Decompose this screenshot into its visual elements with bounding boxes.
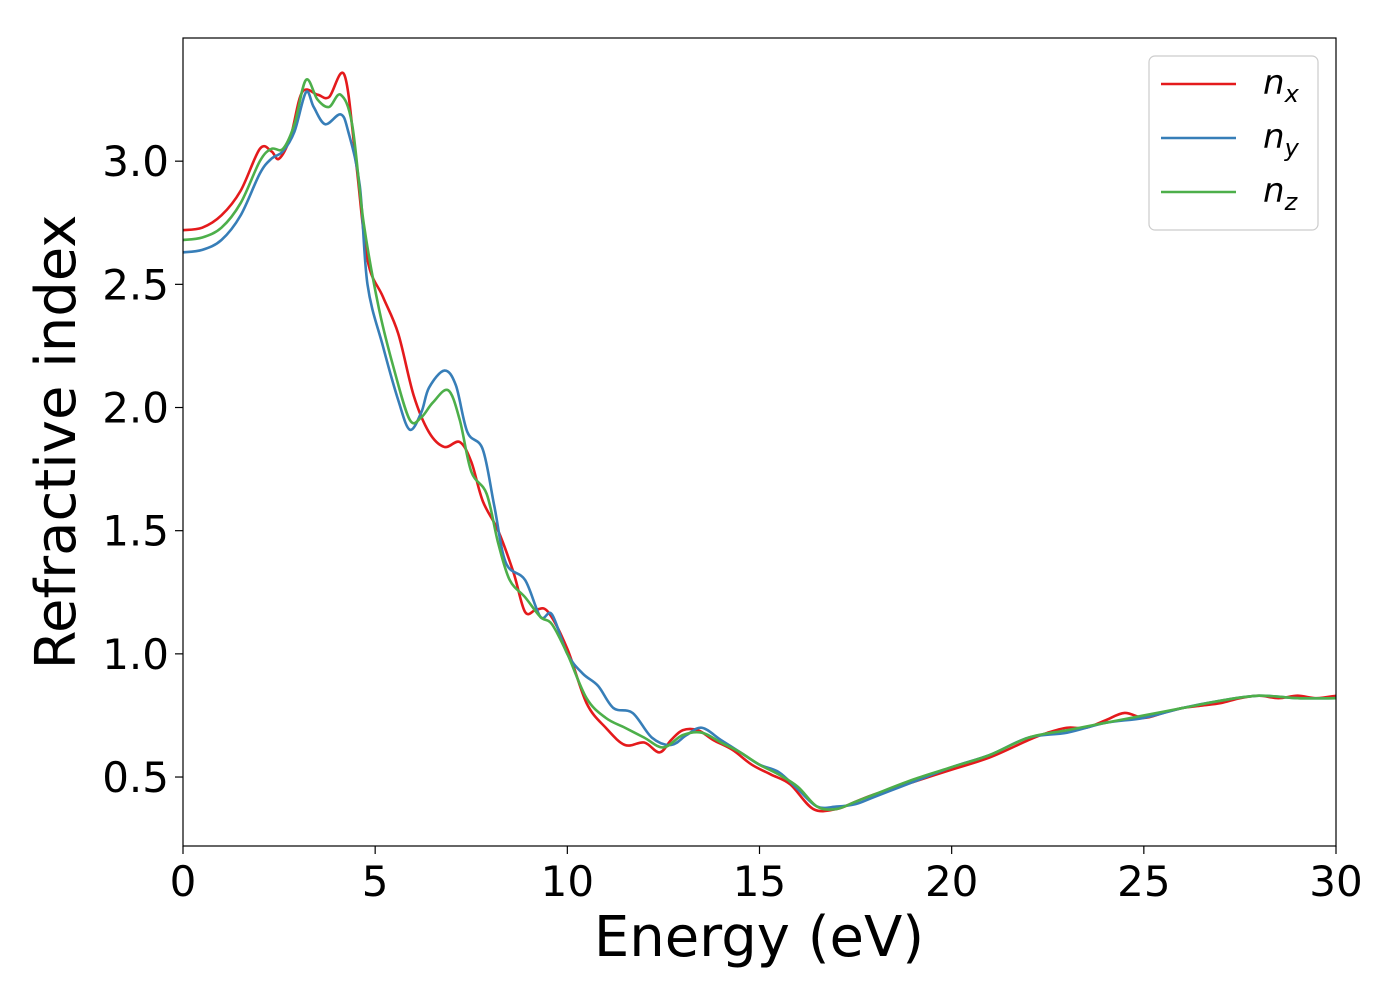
series-line-x [183,71,1336,813]
y-axis-ticks: 0.5 1.0 1.5 2.0 2.5 3.0 [102,137,183,802]
x-tick-label: 15 [733,857,786,906]
legend-label-x: nx [1263,63,1300,108]
y-tick-label: 2.0 [102,384,169,433]
plot-background [183,38,1336,846]
x-tick-label: 5 [362,857,389,906]
y-tick-label: 3.0 [102,137,169,186]
y-tick-label: 0.5 [102,753,169,802]
legend-label-base: n [1263,117,1285,157]
legend-box [1148,55,1319,231]
legend-label-subscript: x [1284,80,1300,108]
series-line-z [183,78,1336,811]
y-tick-label: 1.0 [102,630,169,679]
legend-label-subscript: y [1284,134,1300,162]
x-tick-label: 10 [541,857,594,906]
plot-area [183,38,1336,846]
x-tick-label: 20 [925,857,978,906]
y-tick-label: 2.5 [102,260,169,309]
x-axis-ticks: 0 5 10 15 20 25 30 [170,846,1363,906]
x-axis-title: Energy (eV) [594,905,924,970]
x-tick-label: 0 [170,857,197,906]
y-tick-label: 1.5 [102,507,169,556]
legend-label-base: n [1263,63,1285,103]
legend-label-base: n [1263,171,1285,211]
y-axis-title: Refractive index [24,215,89,670]
legend-label-subscript: z [1284,188,1299,216]
x-tick-label: 30 [1309,857,1362,906]
legend-label-z: nz [1263,171,1299,216]
series-layer [183,71,1336,813]
legend-label-y: ny [1263,117,1300,162]
x-tick-label: 25 [1117,857,1170,906]
